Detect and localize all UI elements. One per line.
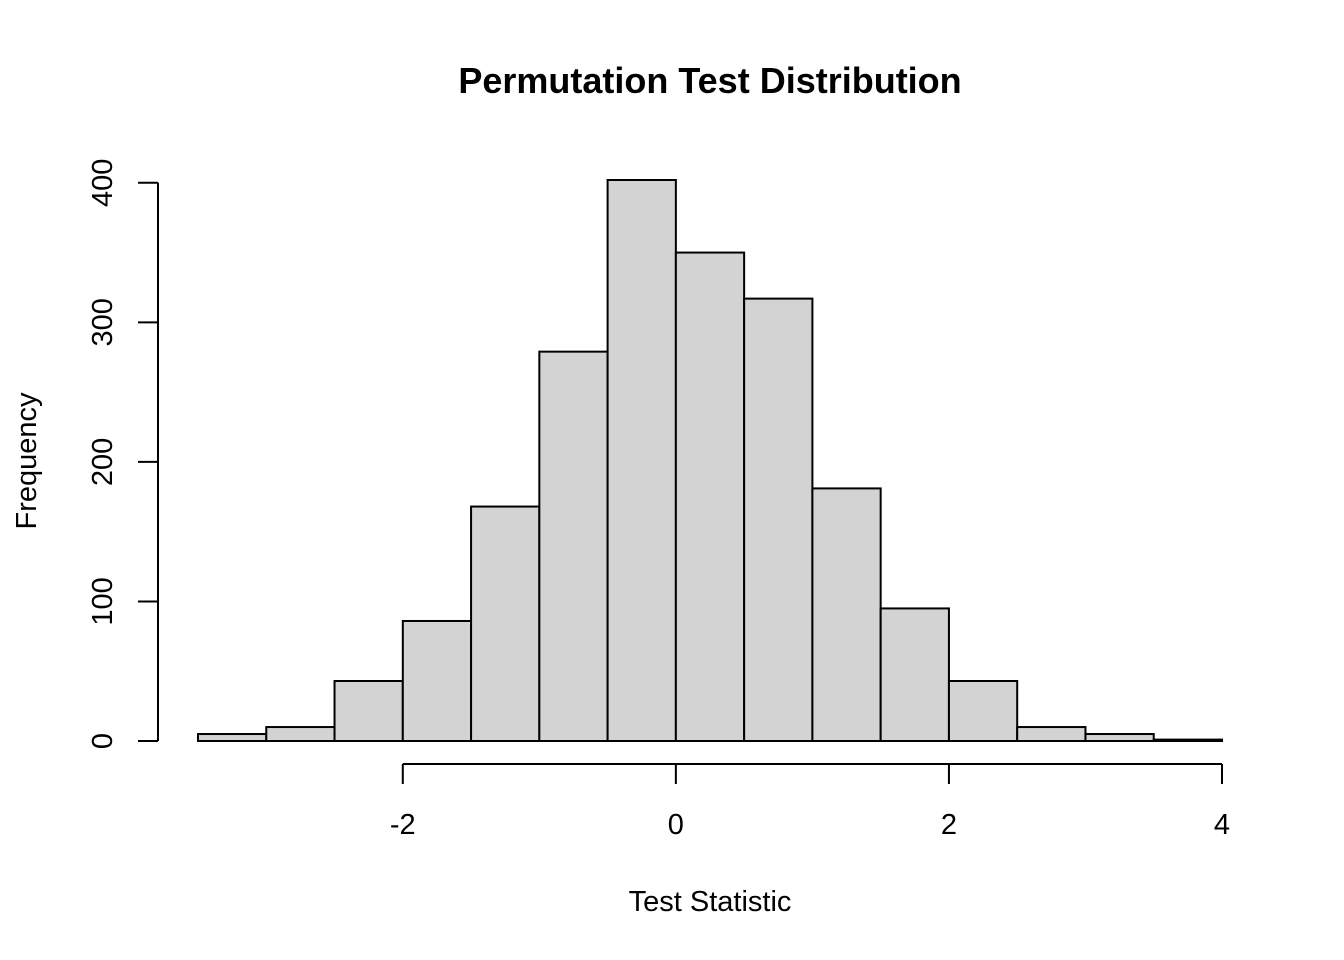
histogram-bar — [606, 179, 677, 742]
y-tick-label: 300 — [87, 298, 119, 346]
histogram-bar — [538, 350, 609, 742]
y-tick-label: 200 — [87, 438, 119, 486]
histogram-bar — [811, 487, 882, 743]
x-tick-label: -2 — [390, 809, 416, 841]
histogram-bar — [947, 679, 1019, 743]
chart-title: Permutation Test Distribution — [458, 60, 961, 101]
histogram-bar — [674, 251, 746, 742]
y-axis: 0 100 200 300 400 — [87, 159, 159, 749]
y-tick-label: 400 — [87, 159, 119, 207]
y-axis-label: Frequency — [11, 392, 43, 530]
x-tick-label: 0 — [668, 809, 684, 841]
y-tick-label: 0 — [87, 733, 119, 749]
histogram-bar — [1084, 733, 1155, 743]
histogram-bars — [197, 179, 1223, 743]
histogram-bar — [197, 733, 268, 743]
x-axis: -2 0 2 4 — [390, 763, 1230, 841]
histogram-bar — [470, 505, 541, 742]
histogram-bar — [1016, 726, 1087, 743]
histogram-bar — [743, 297, 814, 742]
histogram-bar — [265, 726, 336, 743]
y-tick-label: 100 — [87, 577, 119, 625]
histogram-bar — [401, 619, 473, 742]
histogram-bar — [1152, 738, 1223, 743]
histogram-bar — [333, 679, 404, 743]
x-tick-label: 4 — [1214, 809, 1230, 841]
histogram-bar — [879, 607, 950, 742]
x-tick-label: 2 — [941, 809, 957, 841]
x-axis-label: Test Statistic — [629, 886, 792, 918]
